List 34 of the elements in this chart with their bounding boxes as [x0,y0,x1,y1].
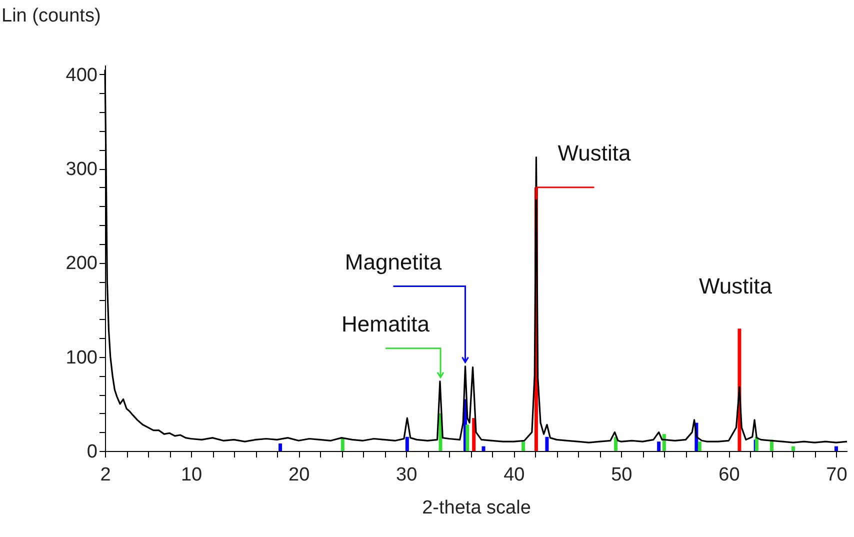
annotation: Wustita [558,140,632,166]
bar [662,434,666,451]
x-tick-label: 60 [718,464,740,486]
x-axis-title: 2-theta scale [422,498,531,518]
bar [405,436,409,451]
y-tick-label: 100 [66,347,98,368]
y-tick-label: 400 [66,64,98,86]
y-axis-title: Lin (counts) [2,6,101,26]
bar [754,436,758,451]
x-tick-label: 40 [504,464,525,486]
x-tick-label: 10 [180,464,202,486]
x-tick-label: 70 [826,464,848,486]
bar [278,443,282,451]
bar [340,438,344,451]
annotation: Hematita [341,311,430,336]
x-tick-label: 50 [611,464,632,486]
bar [522,442,526,451]
x-tick-label: 30 [396,464,418,486]
bar [614,436,618,451]
bar [791,446,795,451]
y-tick-label: 200 [66,253,98,274]
bar [545,436,549,451]
bar [482,446,486,451]
bar [657,442,661,451]
x-tick-label: 2 [100,464,111,486]
bar [472,418,476,451]
annotation: Magnetita [344,249,442,274]
annotation: Wustita [698,274,773,299]
x-tick-label: 20 [288,464,310,486]
y-tick-label: 0 [86,442,98,462]
bar [834,446,838,451]
bar [466,424,470,451]
y-tick-label: 300 [66,159,98,180]
bar [698,442,702,451]
